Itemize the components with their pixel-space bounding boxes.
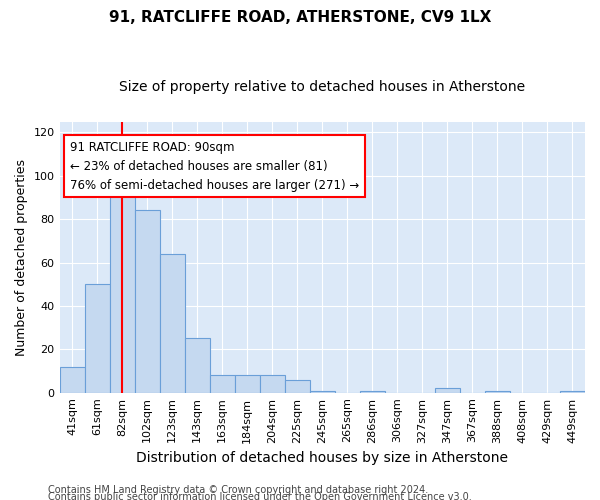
Text: 91 RATCLIFFE ROAD: 90sqm
← 23% of detached houses are smaller (81)
76% of semi-d: 91 RATCLIFFE ROAD: 90sqm ← 23% of detach… [70, 140, 359, 192]
Bar [85, 284, 110, 393]
Bar [310, 390, 335, 392]
Bar [435, 388, 460, 392]
Y-axis label: Number of detached properties: Number of detached properties [15, 158, 28, 356]
Text: 91, RATCLIFFE ROAD, ATHERSTONE, CV9 1LX: 91, RATCLIFFE ROAD, ATHERSTONE, CV9 1LX [109, 10, 491, 25]
Bar [235, 376, 260, 392]
Title: Size of property relative to detached houses in Atherstone: Size of property relative to detached ho… [119, 80, 526, 94]
Bar [285, 380, 310, 392]
Text: Contains HM Land Registry data © Crown copyright and database right 2024.: Contains HM Land Registry data © Crown c… [48, 485, 428, 495]
Bar [134, 210, 160, 392]
Bar [209, 376, 235, 392]
Bar [59, 366, 85, 392]
Bar [160, 254, 185, 392]
Bar [185, 338, 209, 392]
Text: Contains public sector information licensed under the Open Government Licence v3: Contains public sector information licen… [48, 492, 472, 500]
X-axis label: Distribution of detached houses by size in Atherstone: Distribution of detached houses by size … [136, 451, 508, 465]
Bar [110, 193, 134, 392]
Bar [485, 390, 510, 392]
Bar [260, 376, 285, 392]
Bar [360, 390, 385, 392]
Bar [560, 390, 585, 392]
